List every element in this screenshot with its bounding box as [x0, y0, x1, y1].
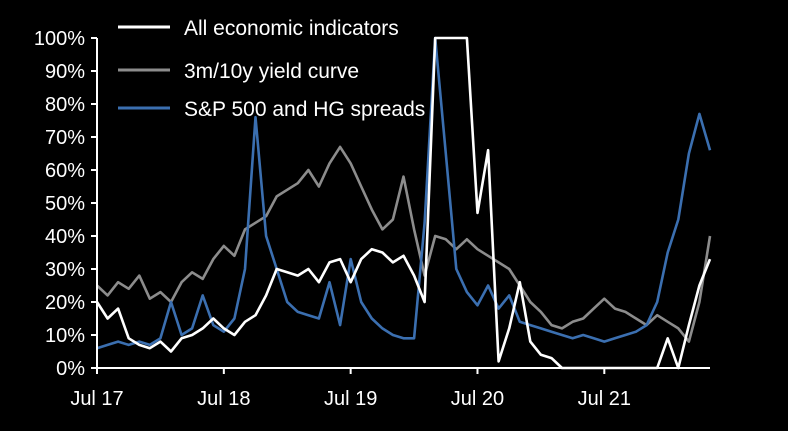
y-tick-label: 60% [45, 160, 85, 182]
y-tick-label: 40% [45, 226, 85, 248]
legend-label-1: 3m/10y yield curve [184, 60, 359, 83]
legend-label-2: S&P 500 and HG spreads [184, 98, 425, 121]
x-tick-label: Jul 18 [197, 388, 250, 410]
y-tick-label: 50% [45, 193, 85, 215]
x-tick-label: Jul 21 [578, 388, 631, 410]
series-line-1 [96, 145, 712, 343]
y-tick-label: 100% [34, 28, 85, 50]
series-line-0 [95, 36, 712, 370]
y-tick-label: 80% [45, 94, 85, 116]
x-tick-label: Jul 19 [324, 388, 377, 410]
legend-label-0: All economic indicators [184, 17, 399, 40]
legend: All economic indicators 3m/10y yield curv… [118, 17, 425, 121]
y-tick-label: 70% [45, 127, 85, 149]
y-tick-label: 20% [45, 292, 85, 314]
y-tick-label: 90% [45, 61, 85, 83]
plot-area [95, 36, 712, 370]
x-tick-label: Jul 17 [70, 388, 123, 410]
series-line-2 [96, 36, 712, 350]
x-tick-label: Jul 20 [451, 388, 504, 410]
axes: 0% 10% 20% 30% 40% 50% 60% 70% 80% 90% 100% Jul 17 J… [34, 28, 710, 410]
y-tick-label: 0% [56, 358, 85, 380]
y-tick-label: 10% [45, 325, 85, 347]
y-tick-label: 30% [45, 259, 85, 281]
